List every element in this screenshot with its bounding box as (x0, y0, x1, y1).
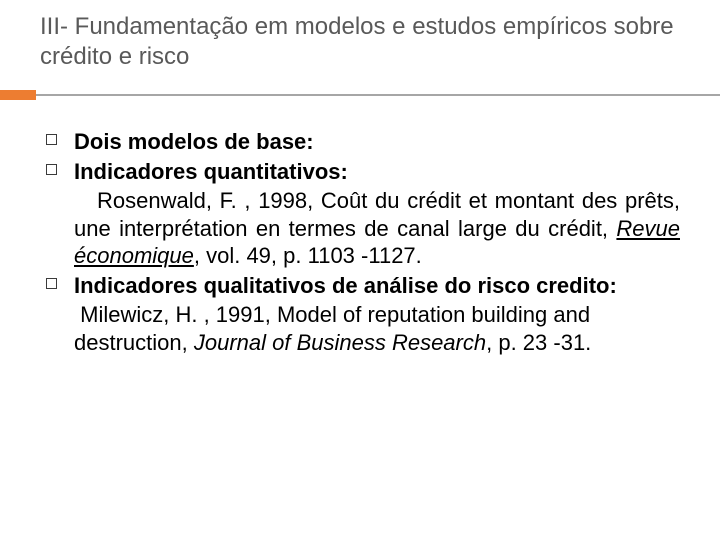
ref-journal: Journal of Business Research (194, 330, 486, 355)
reference-text: Milewicz, H. , 1991, Model of reputation… (40, 301, 680, 356)
ref-post: , p. 23 -31. (486, 330, 591, 355)
divider-line (0, 94, 720, 96)
ref-pre: Rosenwald, F. , 1998, Coût du crédit et … (74, 188, 680, 241)
content-area: Dois modelos de base: Indicadores quanti… (40, 128, 680, 356)
square-bullet-icon (46, 278, 57, 289)
ref-post: , vol. 49, p. 1103 -1127. (194, 243, 422, 268)
square-bullet-icon (46, 164, 57, 175)
list-item: Indicadores quantitativos: (40, 158, 680, 186)
list-item: Indicadores qualitativos de análise do r… (40, 272, 680, 300)
list-item: Dois modelos de base: (40, 128, 680, 156)
divider (40, 90, 680, 100)
bullet-text: Indicadores qualitativos de análise do r… (74, 273, 617, 298)
reference-text: Rosenwald, F. , 1998, Coût du crédit et … (40, 187, 680, 270)
bullet-text: Indicadores quantitativos: (74, 159, 348, 184)
slide-title: III- Fundamentação em modelos e estudos … (40, 12, 680, 72)
slide: III- Fundamentação em modelos e estudos … (0, 0, 720, 540)
divider-accent (0, 90, 36, 100)
bullet-text: Dois modelos de base: (74, 129, 314, 154)
square-bullet-icon (46, 134, 57, 145)
